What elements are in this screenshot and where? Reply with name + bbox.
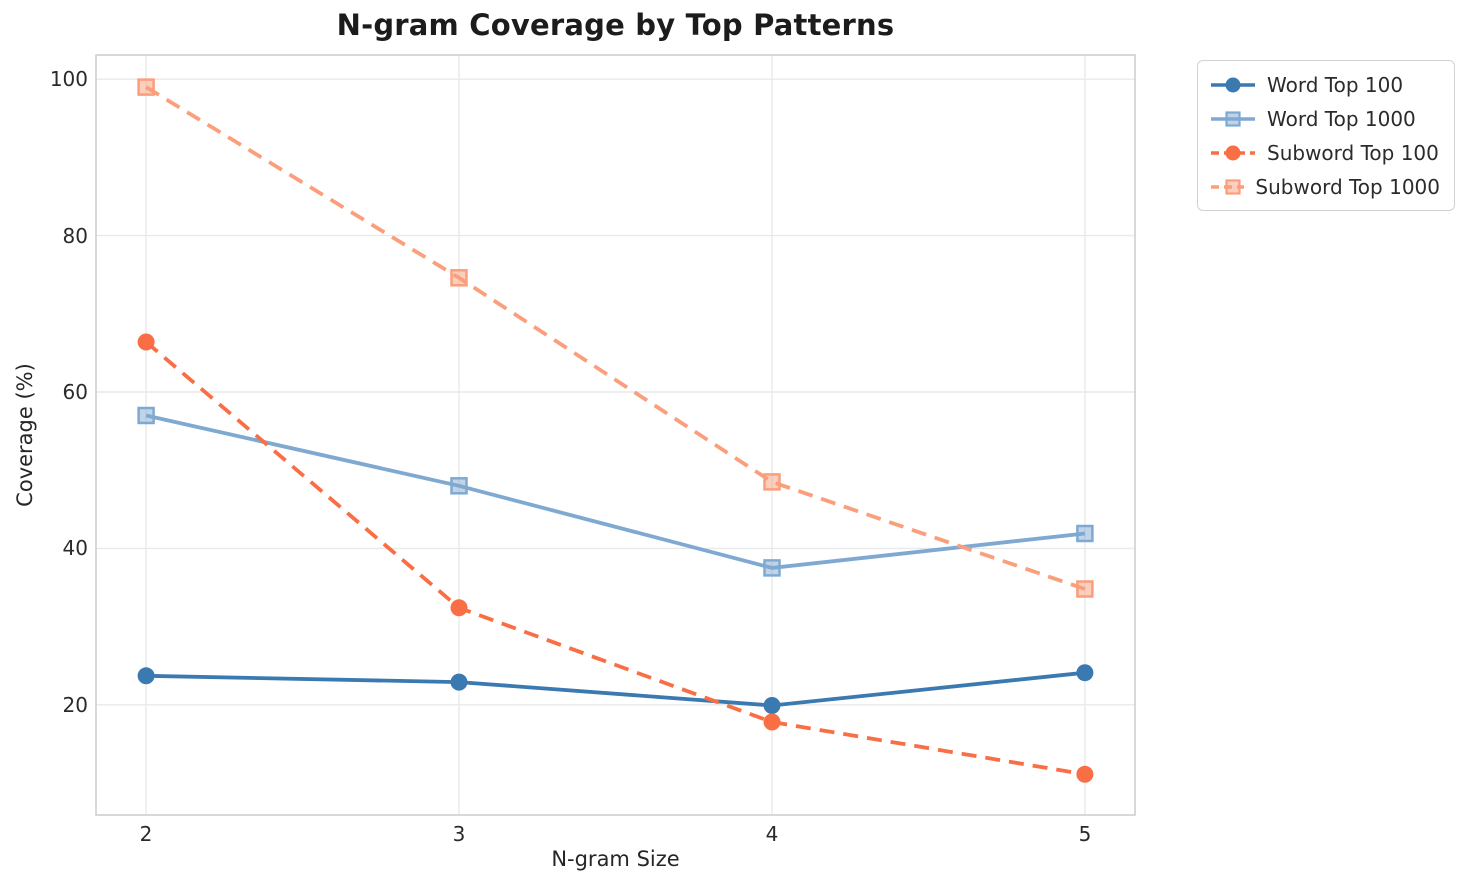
series-line-1 [145, 413, 1086, 570]
data-point [1076, 524, 1094, 543]
data-point [1076, 664, 1094, 682]
data-point [137, 667, 155, 685]
data-point [763, 697, 781, 714]
x-tick-label: 2 [139, 822, 153, 846]
data-point [450, 599, 468, 617]
data-point [763, 559, 781, 577]
series-line-0 [146, 670, 1086, 708]
y-tick-label: 20 [62, 693, 88, 717]
legend-swatch [1211, 178, 1245, 195]
legend-label: Word Top 100 [1267, 72, 1404, 97]
data-point [450, 477, 468, 495]
series-line-3 [145, 85, 1086, 591]
y-tick-label: 100 [49, 67, 88, 91]
data-point [763, 473, 781, 491]
legend: Word Top 100 Word Top 1000 Subword Top 100… [1197, 60, 1455, 211]
y-tick-label: 80 [62, 224, 88, 248]
data-point [450, 673, 468, 691]
legend-label: Subword Top 100 [1267, 140, 1439, 165]
data-point [450, 269, 468, 287]
chart-title: N-gram Coverage by Top Patterns [336, 8, 895, 42]
legend-item: Word Top 100 [1210, 71, 1440, 98]
x-tick-label: 4 [765, 822, 779, 846]
legend-item: Word Top 1000 [1210, 105, 1440, 132]
x-tick-label: 3 [452, 822, 466, 846]
plot-frame [95, 54, 1136, 816]
legend-swatch [1211, 110, 1255, 127]
legend-swatch [1211, 145, 1255, 160]
series-line-2 [144, 340, 1086, 777]
y-tick-label: 40 [62, 536, 88, 560]
data-point [763, 713, 781, 731]
x-axis-label: N-gram Size [551, 847, 680, 871]
data-point [137, 78, 155, 96]
legend-label: Subword Top 1000 [1255, 174, 1440, 199]
data-point [1076, 580, 1094, 598]
data-point [137, 333, 155, 351]
legend-label: Word Top 1000 [1267, 106, 1416, 131]
legend-swatch [1211, 77, 1255, 92]
data-point [137, 406, 155, 425]
y-tick-label: 60 [62, 380, 88, 404]
data-point [1076, 765, 1094, 783]
legend-item: Subword Top 1000 [1210, 173, 1440, 200]
x-tick-label: 5 [1078, 822, 1092, 846]
legend-item: Subword Top 100 [1210, 139, 1440, 166]
